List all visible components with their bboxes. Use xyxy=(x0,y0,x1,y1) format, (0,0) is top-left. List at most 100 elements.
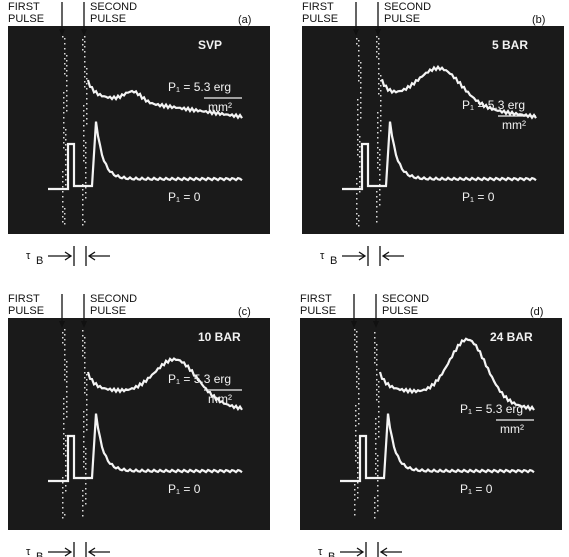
pulse-dot xyxy=(66,75,68,77)
pulse-dot xyxy=(84,51,86,53)
pulse-dot xyxy=(355,425,357,427)
pulse-dot xyxy=(64,379,66,381)
pulse-dot xyxy=(357,99,359,101)
pulse-dot xyxy=(377,460,379,462)
pulse-dot xyxy=(356,346,358,348)
pulse-dot xyxy=(82,515,84,517)
pulse-dot xyxy=(85,493,87,495)
pulse-dot xyxy=(377,480,379,482)
pulse-dot xyxy=(376,196,378,198)
pulse-dot xyxy=(380,130,382,132)
pulse-dot xyxy=(356,331,358,333)
pulse-dot xyxy=(357,104,359,106)
pulse-dot xyxy=(85,187,87,189)
pulse-dot xyxy=(83,110,85,112)
pulse-dot xyxy=(63,433,65,435)
pulse-dot xyxy=(63,142,65,144)
pulse-dot xyxy=(64,223,66,225)
pulse-dot xyxy=(378,38,380,40)
pulse-dot xyxy=(64,364,66,366)
pulse-dot xyxy=(86,83,88,85)
first-pulse-label: PULSE xyxy=(8,305,44,317)
pulse-dot xyxy=(65,470,67,472)
pulse-dot xyxy=(86,93,88,95)
pulse-dot xyxy=(358,423,360,425)
pulse-dot xyxy=(86,108,88,110)
pulse-dot xyxy=(358,398,360,400)
pulse-dot xyxy=(356,43,358,45)
condition-label: 10 BAR xyxy=(198,330,241,344)
first-pulse-label: PULSE xyxy=(302,13,338,25)
pulse-dot xyxy=(85,197,87,199)
pulse-dot xyxy=(85,453,87,455)
pulse-dot xyxy=(357,482,359,484)
pulse-dot xyxy=(355,460,357,462)
pulse-dot xyxy=(377,455,379,457)
pulse-dot xyxy=(65,139,67,141)
pulse-dot xyxy=(83,446,85,448)
pulse-dot xyxy=(62,191,64,193)
pulse-dot xyxy=(357,154,359,156)
pulse-dot xyxy=(85,503,87,505)
pulse-dot xyxy=(378,436,380,438)
pulse-dot xyxy=(378,68,380,70)
tau-arrow xyxy=(381,251,404,261)
pulse-arrowhead xyxy=(353,29,359,36)
pulse-dot xyxy=(377,495,379,497)
pulse-dot xyxy=(377,147,379,149)
pulse-dot xyxy=(360,82,362,84)
pulse-dot xyxy=(64,334,66,336)
pulse-dot xyxy=(380,125,382,127)
pulse-dot xyxy=(86,103,88,105)
first-pulse-label: FIRST xyxy=(8,293,40,305)
pulse-dot xyxy=(358,413,360,415)
pulse-dot xyxy=(374,517,376,519)
pulse-dot xyxy=(84,221,86,223)
pulse-dot xyxy=(62,211,64,213)
reference-trace xyxy=(48,413,243,483)
pulse-dot xyxy=(378,406,380,408)
pulse-dot xyxy=(379,189,381,191)
pulse-dot xyxy=(355,450,357,452)
pulse-energy-unit: mm² xyxy=(500,422,524,436)
pulse-dot xyxy=(358,373,360,375)
pulse-dot xyxy=(86,73,88,75)
pulse-dot xyxy=(83,120,85,122)
pulse-dot xyxy=(356,366,358,368)
pulse-dot xyxy=(359,146,361,148)
pulse-dot xyxy=(378,391,380,393)
pulse-dot xyxy=(358,65,360,67)
pulse-dot xyxy=(66,371,68,373)
tau-arrow xyxy=(379,547,402,557)
pulse-dot xyxy=(65,179,67,181)
pulse-dot xyxy=(83,115,85,117)
pulse-dot xyxy=(86,409,88,411)
pulse-dot xyxy=(354,334,356,336)
pulse-dot xyxy=(62,171,64,173)
pulse-dot xyxy=(82,505,84,507)
pulse-dot xyxy=(380,100,382,102)
pulse-dot xyxy=(359,161,361,163)
pulse-dot xyxy=(358,403,360,405)
pulse-dot xyxy=(65,164,67,166)
pulse-dot xyxy=(62,482,64,484)
pulse-dot xyxy=(376,56,378,58)
pulse-dot xyxy=(82,340,84,342)
pulse-dot xyxy=(377,475,379,477)
pulse-dot xyxy=(63,423,65,425)
pulse-dot xyxy=(380,95,382,97)
pulse-dot xyxy=(358,50,360,52)
pulse-dot xyxy=(357,144,359,146)
pulse-dot xyxy=(82,209,84,211)
first-pulse-label: PULSE xyxy=(300,305,336,317)
pulse-dot xyxy=(84,86,86,88)
pulse-dot xyxy=(84,357,86,359)
pulse-dot xyxy=(66,416,68,418)
pulse-dot xyxy=(375,453,377,455)
pulse-dot xyxy=(377,122,379,124)
pulse-dot xyxy=(86,404,88,406)
pulse-dot xyxy=(82,500,84,502)
pulse-dot xyxy=(380,80,382,82)
pulse-dot xyxy=(83,160,85,162)
